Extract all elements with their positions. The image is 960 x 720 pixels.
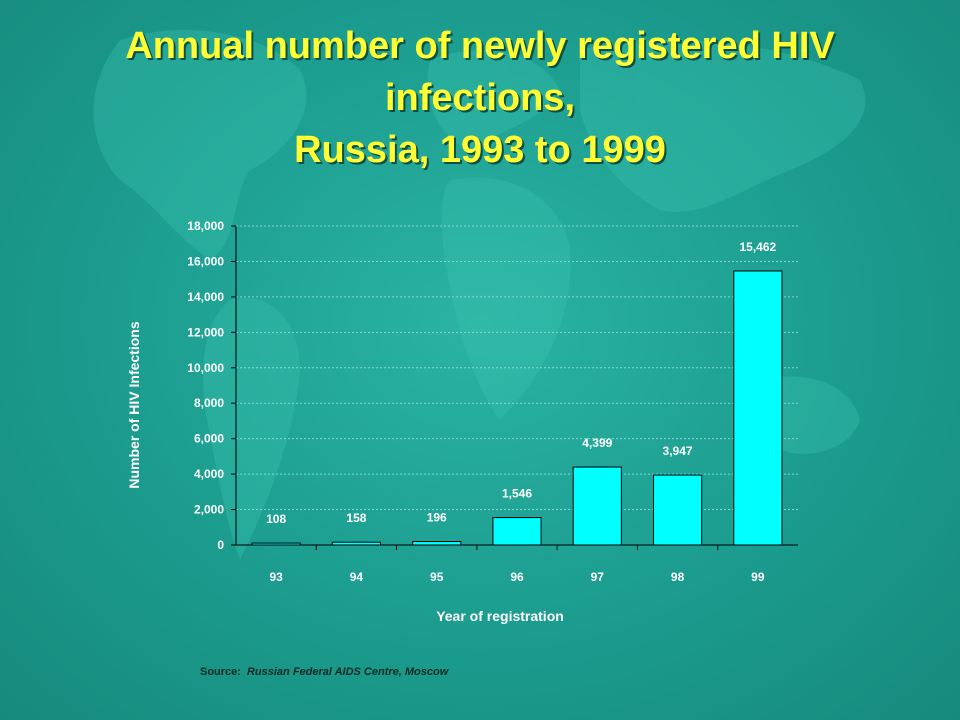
source-label: Source: [200, 666, 241, 678]
data-label-98: 3,947 [663, 444, 693, 458]
x-axis-ticks: 93 94 95 96 97 98 99 [269, 545, 765, 584]
data-label-96: 1,546 [502, 487, 532, 501]
x-tick-label-96: 96 [510, 570, 524, 584]
y-tick-label: 18,000 [187, 219, 224, 233]
x-axis-label: Year of registration [436, 608, 564, 624]
x-tick-label-97: 97 [591, 570, 605, 584]
bar-96 [492, 517, 542, 546]
bars [251, 270, 783, 546]
slide-title: Annual number of newly registered HIV in… [40, 20, 920, 176]
title-line-2: infections, [384, 77, 576, 119]
x-tick-label-93: 93 [269, 570, 283, 584]
y-tick-label: 12,000 [187, 325, 224, 339]
data-label-99: 15,462 [740, 240, 777, 254]
x-tick-label-95: 95 [430, 570, 444, 584]
grid-lines [236, 225, 798, 511]
title-line-3: Russia, 1993 to 1999 [294, 129, 666, 171]
data-label-95: 196 [427, 511, 447, 525]
x-tick-label-98: 98 [671, 570, 685, 584]
y-tick-label: 16,000 [187, 254, 224, 268]
y-axis-label: Number of HIV Infections [126, 321, 142, 488]
x-tick-label-99: 99 [751, 570, 765, 584]
y-tick-label: 14,000 [187, 290, 224, 304]
y-tick-label: 2,000 [194, 503, 224, 517]
source-text: Russian Federal AIDS Centre, Moscow [246, 666, 449, 678]
y-tick-label: 6,000 [194, 432, 224, 446]
y-tick-label: 8,000 [194, 396, 224, 410]
data-label-97: 4,399 [582, 436, 612, 450]
y-tick-label: 10,000 [187, 361, 224, 375]
x-tick-label-94: 94 [350, 570, 364, 584]
y-tick-label: 4,000 [194, 467, 224, 481]
bar-95 [412, 541, 462, 546]
data-label-93: 108 [266, 512, 286, 526]
bar-98 [652, 474, 703, 546]
data-labels: 108 158 196 1,546 4,399 3,947 15,462 [266, 240, 776, 526]
y-axis-ticks: 0 2,000 4,000 6,000 8,000 10,000 12,000 14,000 1… [187, 219, 236, 552]
title-line-1: Annual number of newly registered HIV [125, 25, 835, 67]
source-note: Source: Russian Federal AIDS Centre, Mosc… [200, 666, 448, 678]
bar-99 [733, 270, 783, 546]
data-label-94: 158 [346, 511, 366, 525]
y-tick-label: 0 [217, 538, 224, 552]
bar-97 [572, 466, 622, 546]
